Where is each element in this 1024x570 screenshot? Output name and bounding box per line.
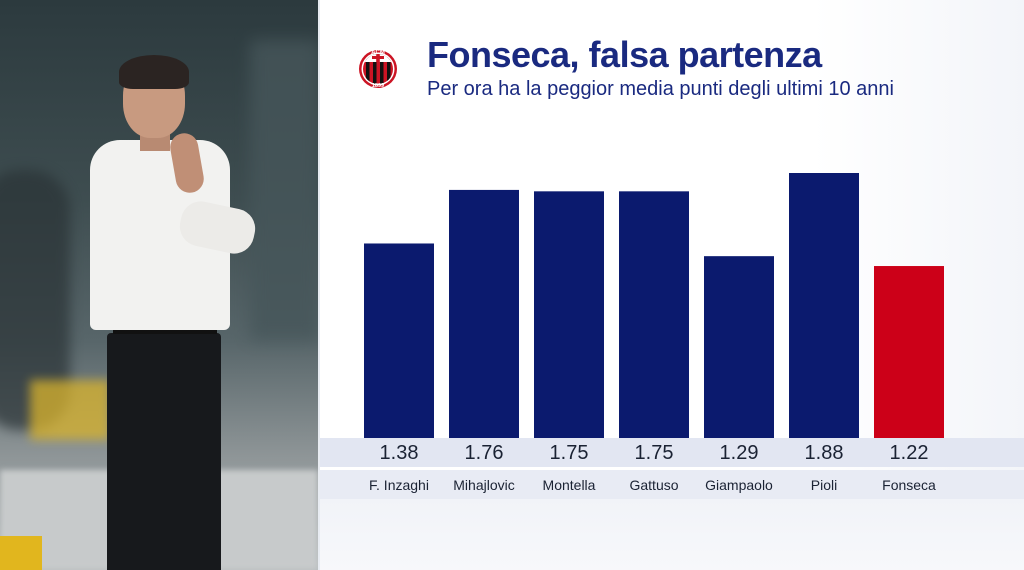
coach-figure bbox=[85, 55, 260, 570]
category-label-1: Mihajlovic bbox=[453, 477, 514, 493]
bar-5 bbox=[789, 173, 859, 438]
crest-year-text: 1899 bbox=[372, 83, 384, 89]
value-label-0: 1.38 bbox=[380, 442, 419, 464]
chart-subtitle: Per ora ha la peggior media punti degli … bbox=[427, 78, 894, 100]
ac-milan-crest-icon: ACM 1899 bbox=[359, 50, 397, 89]
coach-photo bbox=[0, 0, 318, 570]
bar-chart: 1.38 F. Inzaghi 1.76 Mihajlovic 1.75 Montella… bbox=[364, 173, 944, 493]
bar-0 bbox=[364, 243, 434, 438]
value-label-5: 1.88 bbox=[805, 442, 844, 464]
bottom-band bbox=[320, 499, 1024, 570]
value-label-2: 1.75 bbox=[550, 442, 589, 464]
category-label-0: F. Inzaghi bbox=[369, 477, 429, 493]
category-label-6: Fonseca bbox=[882, 477, 936, 493]
panel-divider bbox=[318, 0, 320, 570]
bar-6 bbox=[874, 266, 944, 438]
value-label-1: 1.76 bbox=[465, 442, 504, 464]
crest-top-text: ACM bbox=[371, 50, 385, 56]
bar-4 bbox=[704, 256, 774, 438]
value-label-6: 1.22 bbox=[890, 442, 929, 464]
bar-1 bbox=[449, 189, 519, 438]
category-label-4: Giampaolo bbox=[705, 477, 773, 493]
category-label-3: Gattuso bbox=[629, 477, 678, 493]
category-label-5: Pioli bbox=[811, 477, 837, 493]
chart-title: Fonseca, falsa partenza bbox=[427, 34, 822, 75]
category-label-2: Montella bbox=[543, 477, 596, 493]
bar-3 bbox=[619, 191, 689, 438]
values-band bbox=[320, 438, 1024, 467]
value-label-3: 1.75 bbox=[635, 442, 674, 464]
bar-2 bbox=[534, 191, 604, 438]
chart-panel: ACM 1899 Fonseca, falsa partenza Per ora… bbox=[320, 0, 1024, 570]
value-label-4: 1.29 bbox=[720, 442, 759, 464]
names-band bbox=[320, 470, 1024, 499]
